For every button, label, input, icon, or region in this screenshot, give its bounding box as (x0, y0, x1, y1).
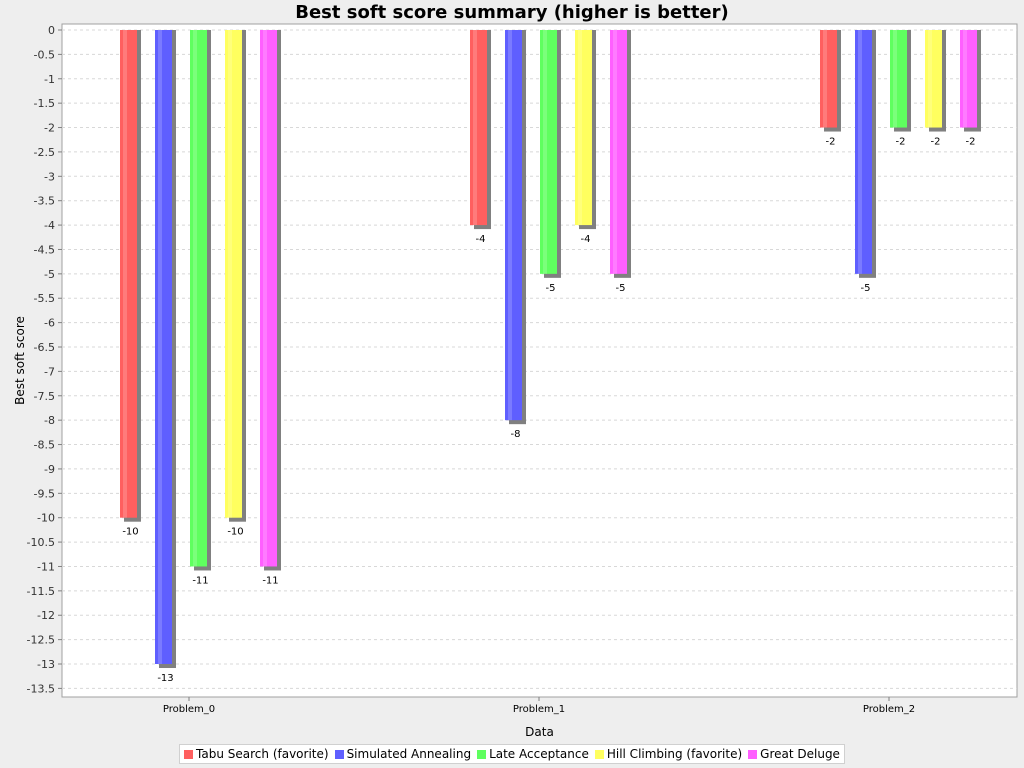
y-tick-label: -10 (37, 512, 55, 525)
bar-highlight (158, 30, 162, 665)
legend: Tabu Search (favorite) Simulated Annealin… (0, 744, 1024, 764)
bar (540, 30, 557, 274)
bar (190, 30, 207, 567)
y-tick-label: -5.5 (34, 292, 55, 305)
y-tick-label: -6 (44, 317, 55, 330)
data-label: -2 (966, 137, 976, 148)
data-label: -4 (581, 234, 591, 245)
x-tick-label: Problem_2 (863, 704, 915, 715)
y-tick-label: -3.5 (34, 195, 55, 208)
bar (960, 30, 977, 128)
data-label: -8 (511, 429, 521, 440)
data-label: -2 (931, 137, 941, 148)
y-tick-label: -11 (37, 560, 55, 573)
legend-swatch (594, 749, 604, 759)
y-tick-label: -4.5 (34, 243, 55, 256)
bar-highlight (263, 30, 267, 567)
y-tick-label: -12 (37, 609, 55, 622)
data-label: -10 (122, 527, 138, 538)
bar (155, 30, 172, 665)
legend-swatch (334, 749, 344, 759)
bar (610, 30, 627, 274)
bar-highlight (228, 30, 232, 518)
y-tick-label: -9 (44, 463, 55, 476)
chart-title: Best soft score summary (higher is bette… (295, 2, 729, 23)
legend-item: Late Acceptance (477, 747, 589, 761)
y-tick-label: -12.5 (27, 634, 55, 647)
y-tick-label: 0 (48, 24, 55, 37)
x-axis-label: Data (525, 725, 554, 739)
y-tick-label: -11.5 (27, 585, 55, 598)
data-label: -2 (896, 137, 906, 148)
x-tick-label: Problem_0 (163, 704, 215, 715)
legend-swatch (477, 749, 487, 759)
y-tick-label: -3 (44, 170, 55, 183)
bar-highlight (193, 30, 197, 567)
legend-label: Hill Climbing (favorite) (606, 747, 743, 761)
bar (925, 30, 942, 128)
y-tick-label: -0.5 (34, 48, 55, 61)
bar (505, 30, 522, 421)
data-label: -5 (546, 283, 556, 294)
bar-highlight (893, 30, 897, 128)
y-tick-label: -7 (44, 365, 55, 378)
y-tick-label: -13 (37, 658, 55, 671)
bar-highlight (123, 30, 127, 518)
bar (225, 30, 242, 518)
data-label: -5 (861, 283, 871, 294)
y-tick-label: -8.5 (34, 439, 55, 452)
y-tick-label: -8 (44, 414, 55, 427)
y-tick-label: -2 (44, 122, 55, 135)
data-label: -5 (616, 283, 626, 294)
bar (575, 30, 592, 226)
legend-label: Late Acceptance (489, 747, 589, 761)
legend-label: Simulated Annealing (346, 747, 472, 761)
legend-swatch (748, 749, 758, 759)
bar (855, 30, 872, 274)
bar-highlight (473, 30, 477, 226)
legend-item: Great Deluge (748, 747, 840, 761)
data-label: -13 (157, 673, 173, 684)
y-tick-label: -2.5 (34, 146, 55, 159)
y-tick-label: -6.5 (34, 341, 55, 354)
y-tick-label: -7.5 (34, 390, 55, 403)
y-tick-label: -4 (44, 219, 55, 232)
data-label: -11 (262, 575, 278, 586)
y-axis-label: Best soft score (13, 316, 27, 405)
data-label: -4 (476, 234, 486, 245)
bar (260, 30, 277, 567)
legend-label: Tabu Search (favorite) (196, 747, 329, 761)
y-tick-label: -5 (44, 268, 55, 281)
bar-highlight (858, 30, 862, 274)
legend-item: Hill Climbing (favorite) (594, 747, 743, 761)
legend-item: Simulated Annealing (334, 747, 472, 761)
legend-label: Great Deluge (760, 747, 840, 761)
x-tick-label: Problem_1 (513, 704, 565, 715)
bar-highlight (613, 30, 617, 274)
y-tick-label: -1 (44, 73, 55, 86)
y-tick-label: -9.5 (34, 487, 55, 500)
data-label: -10 (227, 527, 243, 538)
bar-highlight (963, 30, 967, 128)
y-tick-label: -1.5 (34, 97, 55, 110)
bar (820, 30, 837, 128)
bar-highlight (823, 30, 827, 128)
bar-highlight (928, 30, 932, 128)
legend-swatch (184, 749, 194, 759)
bar (470, 30, 487, 226)
data-label: -2 (826, 137, 836, 148)
legend-box: Tabu Search (favorite) Simulated Annealin… (179, 744, 845, 764)
bar (890, 30, 907, 128)
y-tick-label: -13.5 (27, 682, 55, 695)
bar-highlight (543, 30, 547, 274)
y-tick-label: -10.5 (27, 536, 55, 549)
bar (120, 30, 137, 518)
data-label: -11 (192, 575, 208, 586)
bar-highlight (508, 30, 512, 421)
legend-item: Tabu Search (favorite) (184, 747, 329, 761)
bar-highlight (578, 30, 582, 226)
